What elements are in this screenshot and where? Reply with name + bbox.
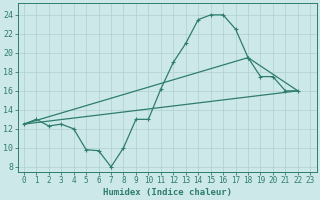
X-axis label: Humidex (Indice chaleur): Humidex (Indice chaleur) — [103, 188, 232, 197]
